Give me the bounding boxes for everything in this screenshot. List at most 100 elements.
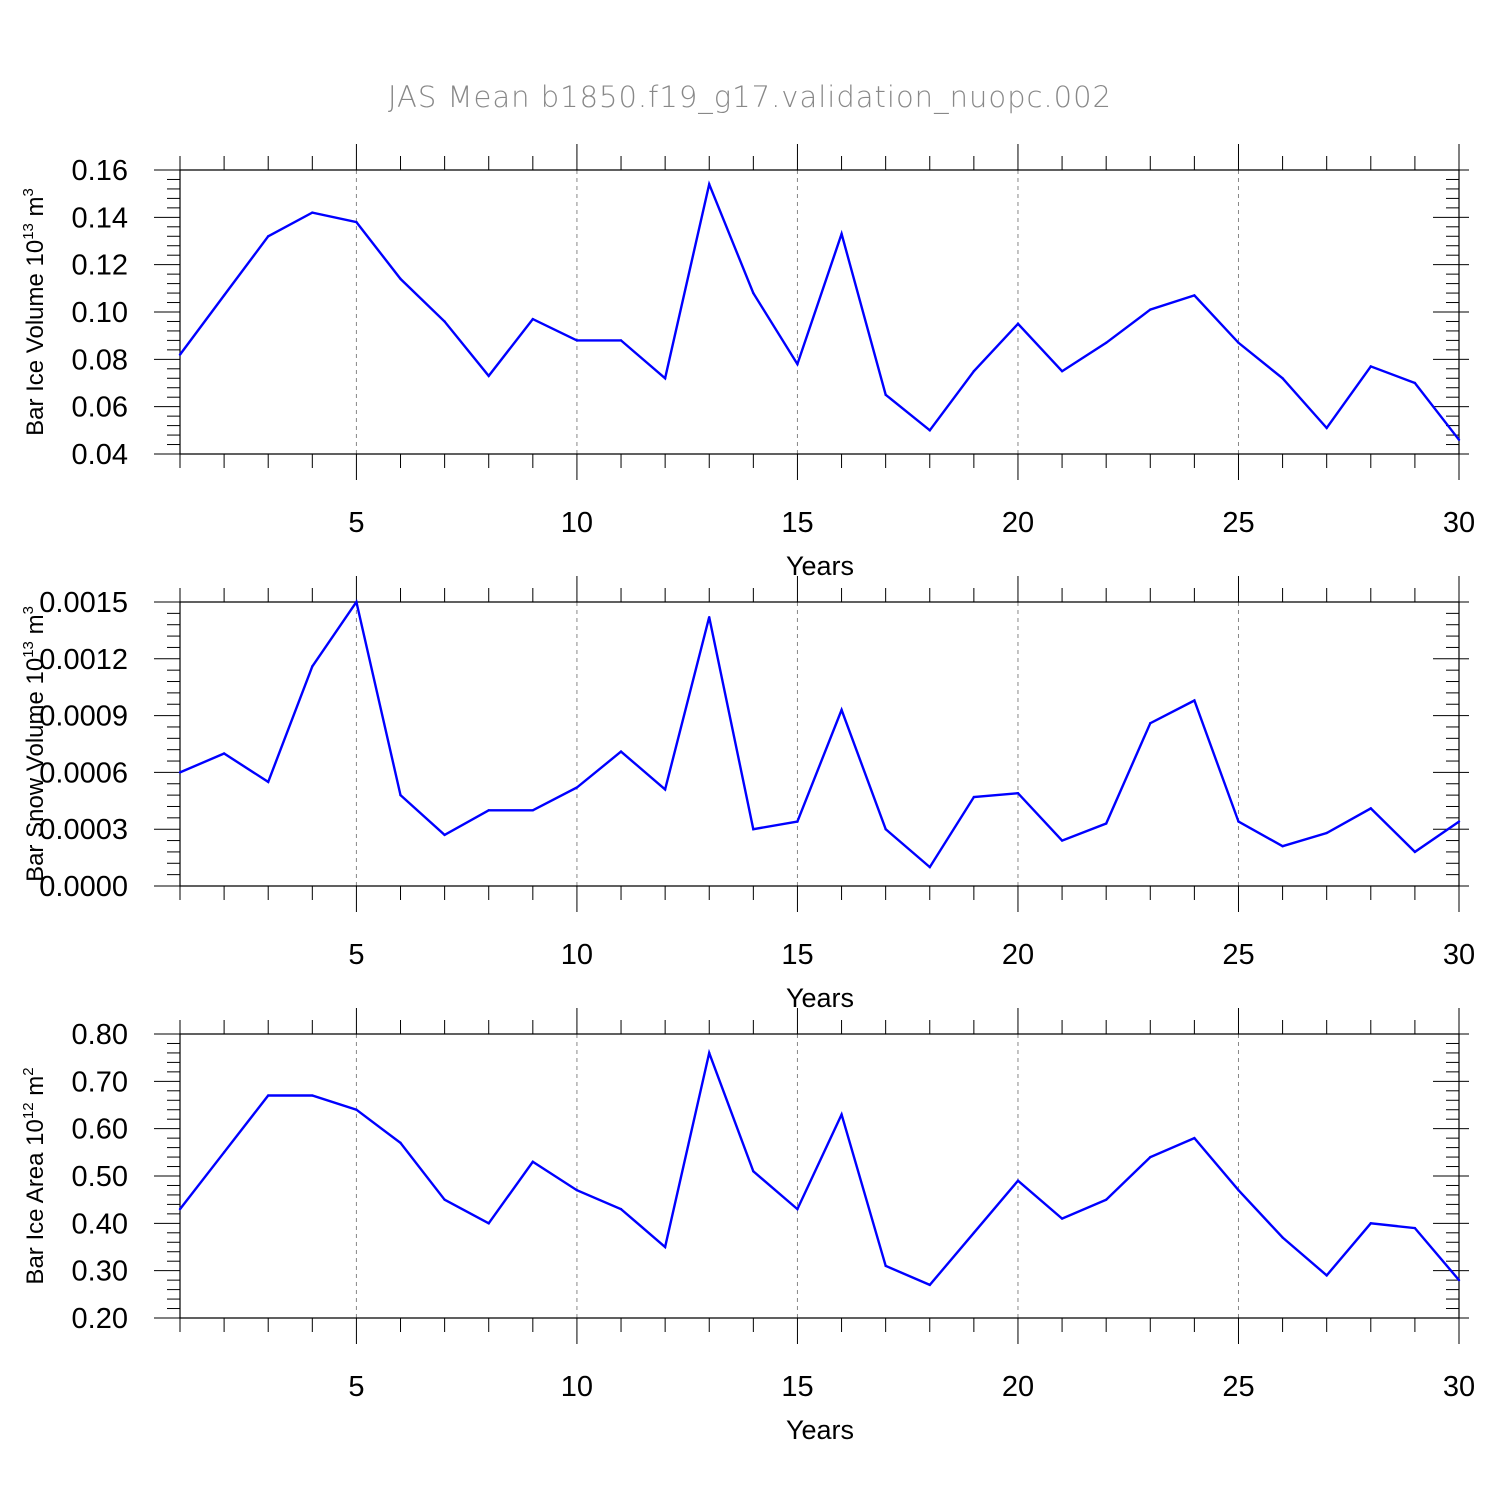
data-point xyxy=(222,752,226,755)
data-point xyxy=(663,377,667,380)
data-point xyxy=(884,828,887,831)
y-tick-label: 0.50 xyxy=(72,1161,128,1193)
data-point xyxy=(1149,308,1152,311)
data-point xyxy=(619,339,623,342)
series-line xyxy=(179,180,1460,441)
x-axis-label: Years xyxy=(786,551,854,581)
y-tick-label: 0.60 xyxy=(72,1114,128,1146)
data-point xyxy=(884,1264,887,1268)
data-point xyxy=(796,362,799,366)
y-axis-label: Bar Ice Area 1012 m2 xyxy=(20,1067,49,1284)
x-tick-label: 10 xyxy=(561,1371,593,1403)
data-point xyxy=(972,1231,976,1235)
data-point xyxy=(663,788,667,791)
data-point xyxy=(1281,845,1284,848)
data-point xyxy=(928,429,931,432)
data-point xyxy=(1237,1189,1240,1192)
data-point xyxy=(1016,322,1020,326)
x-tick-label: 5 xyxy=(348,939,364,971)
panels: 0.04 0.06 0.08 0.10 0.12 0.14 0.16 5 10 15 20 25 30 Y… xyxy=(20,144,1475,1445)
x-tick-label: 5 xyxy=(348,507,364,539)
data-point xyxy=(928,865,931,869)
y-tick-label: 0.20 xyxy=(72,1303,128,1335)
data-point xyxy=(267,235,270,238)
panel-3: 0.20 0.30 0.40 0.50 0.60 0.70 0.80 5 10 15 20 25 30 Y… xyxy=(20,1008,1475,1445)
x-tick-label: 20 xyxy=(1002,507,1034,539)
series-line xyxy=(179,599,1460,869)
data-point xyxy=(531,809,535,812)
y-tick-label: 0.0003 xyxy=(39,814,128,846)
data-point xyxy=(399,277,402,281)
data-point xyxy=(1369,807,1372,810)
y-tick-label: 0.40 xyxy=(72,1208,128,1240)
x-tick-label: 5 xyxy=(348,1371,364,1403)
data-point xyxy=(619,750,623,753)
data-point xyxy=(1060,369,1064,373)
data-point xyxy=(1193,1136,1196,1140)
x-tick-label: 15 xyxy=(781,1371,813,1403)
data-point xyxy=(1104,822,1108,825)
data-point xyxy=(840,708,843,712)
y-tick-label: 0.0012 xyxy=(39,644,128,676)
x-tick-label: 30 xyxy=(1443,939,1475,971)
y-tick-label: 0.04 xyxy=(72,439,128,471)
y-axis-label: Bar Snow Volume 1013 m3 xyxy=(20,606,49,882)
y-tick-label: 0.0009 xyxy=(39,701,128,733)
data-point xyxy=(752,828,755,831)
y-tick-label: 0.70 xyxy=(72,1066,128,1098)
data-point xyxy=(1104,1198,1108,1201)
y-tick-label: 0.30 xyxy=(72,1256,128,1288)
data-point xyxy=(1325,426,1328,430)
y-axis-label: Bar Ice Volume 1013 m3 xyxy=(20,188,49,436)
x-tick-label: 20 xyxy=(1002,939,1034,971)
y-tick-label: 0.14 xyxy=(72,202,128,234)
y-tick-label: 0.0000 xyxy=(39,871,128,903)
data-point xyxy=(1457,1278,1461,1282)
data-point xyxy=(972,369,976,373)
data-point xyxy=(1413,850,1417,854)
data-point xyxy=(1457,820,1461,823)
data-point xyxy=(443,833,446,837)
x-tick-label: 15 xyxy=(781,507,813,539)
data-point xyxy=(311,211,314,214)
data-point xyxy=(1325,831,1328,835)
data-point xyxy=(1237,820,1240,823)
y-tick-label: 0.12 xyxy=(72,250,128,282)
data-point xyxy=(487,1222,490,1225)
data-point xyxy=(178,771,182,774)
panel-2: 0.0000 0.0003 0.0006 0.0009 0.0012 0.0015 5 10 1… xyxy=(20,576,1475,1013)
data-point xyxy=(840,232,843,236)
x-tick-label: 10 xyxy=(561,939,593,971)
x-tick-label: 25 xyxy=(1222,1371,1254,1403)
data-point xyxy=(708,183,711,186)
data-point xyxy=(884,393,887,397)
data-point xyxy=(355,1108,358,1111)
data-point xyxy=(1237,341,1240,344)
data-point xyxy=(1016,1179,1020,1182)
data-point xyxy=(222,1151,226,1154)
y-tick-label: 0.0006 xyxy=(39,757,128,789)
data-point xyxy=(619,1207,623,1211)
data-point xyxy=(1457,438,1461,441)
data-point xyxy=(311,665,314,668)
data-point xyxy=(399,793,402,797)
data-point xyxy=(1149,721,1152,725)
x-tick-label: 25 xyxy=(1222,939,1254,971)
data-point xyxy=(531,317,535,321)
data-point xyxy=(1413,381,1417,385)
data-point xyxy=(443,320,446,323)
data-point xyxy=(840,1113,843,1116)
data-point xyxy=(178,1207,182,1211)
data-point xyxy=(796,1207,799,1211)
data-point xyxy=(1060,1217,1064,1220)
data-point xyxy=(1281,377,1284,380)
data-point xyxy=(663,1245,667,1249)
data-point xyxy=(267,1094,270,1097)
y-tick-label: 0.0015 xyxy=(39,587,128,619)
x-tick-label: 15 xyxy=(781,939,813,971)
data-point xyxy=(487,374,490,378)
y-tick-label: 0.80 xyxy=(72,1019,128,1051)
data-point xyxy=(1281,1236,1284,1239)
data-point xyxy=(1060,839,1064,842)
chart-title: JAS Mean b1850.f19_g17.validation_nuopc.… xyxy=(388,80,1112,115)
